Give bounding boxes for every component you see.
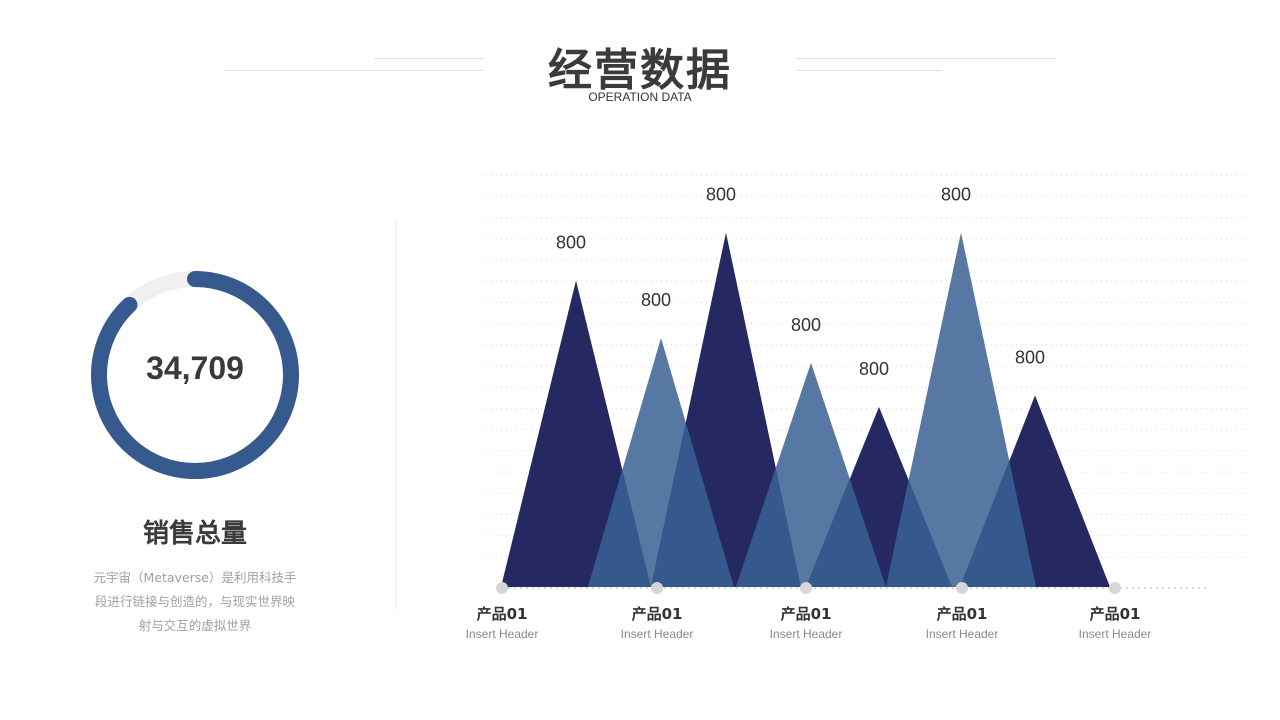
x-axis-marker bbox=[496, 582, 508, 594]
category-subtitle: Insert Header bbox=[620, 627, 694, 641]
sales-total-title: 销售总量 bbox=[142, 519, 247, 549]
progress-ring bbox=[91, 271, 299, 479]
category-label: 产品01 Insert Header bbox=[442, 603, 562, 641]
category-subtitle: Insert Header bbox=[925, 627, 999, 641]
progress-ring-fill bbox=[91, 271, 299, 479]
x-axis-marker bbox=[651, 582, 663, 594]
sales-total-description: 元宇宙（Metaverse）是利用科技手 段进行链接与创造的，与现实世界映 射与… bbox=[80, 566, 310, 638]
peak-label: 800 bbox=[641, 290, 671, 310]
peak-label: 800 bbox=[859, 359, 889, 379]
peak-label: 800 bbox=[556, 232, 586, 252]
category-name: 产品01 bbox=[780, 605, 832, 623]
category-subtitle: Insert Header bbox=[465, 627, 539, 641]
peak-overlap bbox=[960, 460, 1036, 587]
category-subtitle: Insert Header bbox=[1078, 627, 1152, 641]
header-rule-left-bottom bbox=[224, 70, 484, 71]
description-line: 元宇宙（Metaverse）是利用科技手 bbox=[93, 570, 297, 585]
category-subtitle: Insert Header bbox=[769, 627, 843, 641]
header-rule-right-top bbox=[796, 58, 1056, 59]
x-axis-marker bbox=[956, 582, 968, 594]
page-title: 经营数据 bbox=[548, 45, 732, 96]
category-name: 产品01 bbox=[936, 605, 988, 623]
peak-label: 800 bbox=[941, 185, 971, 205]
category-label: 产品01 Insert Header bbox=[597, 603, 717, 641]
category-label: 产品01 Insert Header bbox=[902, 603, 1022, 641]
category-label: 产品01 Insert Header bbox=[1055, 603, 1175, 641]
x-axis-marker bbox=[800, 582, 812, 594]
page-subtitle: OPERATION DATA bbox=[588, 90, 692, 104]
x-axis-marker bbox=[1109, 582, 1121, 594]
description-line: 段进行链接与创造的，与现实世界映 bbox=[94, 594, 295, 609]
category-name: 产品01 bbox=[631, 605, 683, 623]
category-name: 产品01 bbox=[476, 605, 528, 623]
header-rule-left-top bbox=[374, 58, 484, 59]
peak-overlap bbox=[806, 478, 886, 587]
description-line: 射与交互的虚拟世界 bbox=[138, 618, 252, 633]
peak-overlap bbox=[588, 469, 651, 587]
peak-overlap bbox=[651, 422, 734, 587]
sales-total-value: 34,709 bbox=[146, 350, 244, 386]
peak-overlap bbox=[736, 467, 801, 587]
category-label: 产品01 Insert Header bbox=[746, 603, 866, 641]
peak-label: 800 bbox=[791, 315, 821, 335]
header-rule-right-bottom bbox=[796, 70, 942, 71]
category-name: 产品01 bbox=[1089, 605, 1141, 623]
peak-label: 800 bbox=[1015, 347, 1045, 367]
peak-overlap bbox=[886, 480, 952, 587]
panel-divider bbox=[396, 220, 397, 610]
peak-label: 800 bbox=[706, 185, 736, 205]
